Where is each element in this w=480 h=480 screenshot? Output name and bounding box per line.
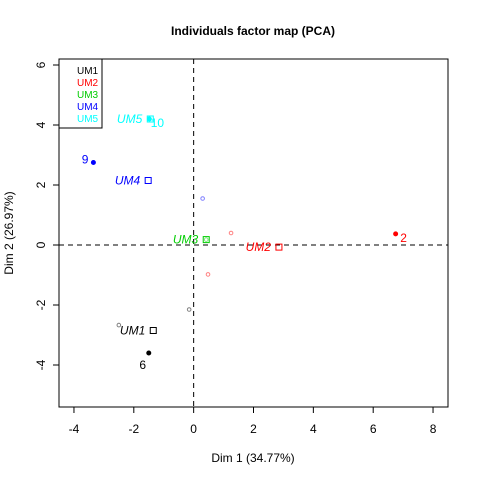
individual-label: 9 [82, 153, 89, 167]
y-tick-label: -2 [34, 299, 48, 310]
category-marker [146, 115, 154, 123]
category-label: UM4 [115, 174, 141, 188]
x-tick-label: 8 [430, 422, 437, 436]
individual-point [228, 230, 234, 236]
legend-entry: UM1 [77, 66, 99, 77]
plot-frame [58, 58, 449, 408]
individual-label: 6 [139, 358, 146, 372]
y-tick-label: 2 [34, 181, 48, 188]
individual-point [205, 272, 211, 277]
individual-points: 6 2 9 10 [82, 116, 408, 372]
individual-point [90, 160, 96, 165]
y-tick-label: 6 [34, 61, 48, 68]
chart-title: Individuals factor map (PCA) [171, 24, 335, 38]
y-tick-label: -4 [34, 359, 48, 370]
legend-entry: UM5 [77, 114, 99, 125]
category-marker [202, 236, 210, 244]
y-axis: -4 -2 0 2 4 6 [34, 61, 59, 370]
category-points: UM1 UM2 UM3 UM4 UM5 [115, 112, 283, 338]
legend-box [58, 58, 103, 129]
category-marker [275, 243, 283, 251]
individual-label: 10 [151, 116, 165, 130]
category-label: UM1 [120, 324, 145, 338]
x-tick-label: 0 [190, 422, 197, 436]
reference-lines [59, 59, 448, 407]
individual-point [116, 322, 122, 328]
x-axis-label: Dim 1 (34.77%) [211, 451, 294, 465]
legend-entry: UM2 [77, 78, 99, 89]
category-marker [149, 327, 157, 334]
category-label: UM5 [117, 112, 143, 126]
y-tick-label: 0 [34, 241, 48, 248]
y-tick-label: 4 [34, 121, 48, 128]
x-axis: -4 -2 0 2 4 6 8 [69, 407, 437, 436]
individual-point [393, 231, 399, 237]
individual-label: 2 [400, 231, 407, 245]
individual-point [146, 350, 152, 356]
category-label: UM3 [173, 233, 199, 247]
legend-entry: UM4 [77, 102, 99, 113]
individual-point [200, 196, 205, 201]
x-tick-label: -2 [128, 422, 139, 436]
y-axis-label: Dim 2 (26.97%) [2, 191, 16, 274]
category-label: UM2 [246, 240, 272, 254]
x-tick-label: 4 [310, 422, 317, 436]
category-marker [144, 177, 152, 184]
x-tick-label: 6 [370, 422, 377, 436]
x-tick-label: -4 [69, 422, 80, 436]
individual-point [203, 237, 209, 242]
individual-point [186, 307, 192, 312]
legend-entry: UM3 [77, 90, 99, 101]
x-tick-label: 2 [250, 422, 257, 436]
